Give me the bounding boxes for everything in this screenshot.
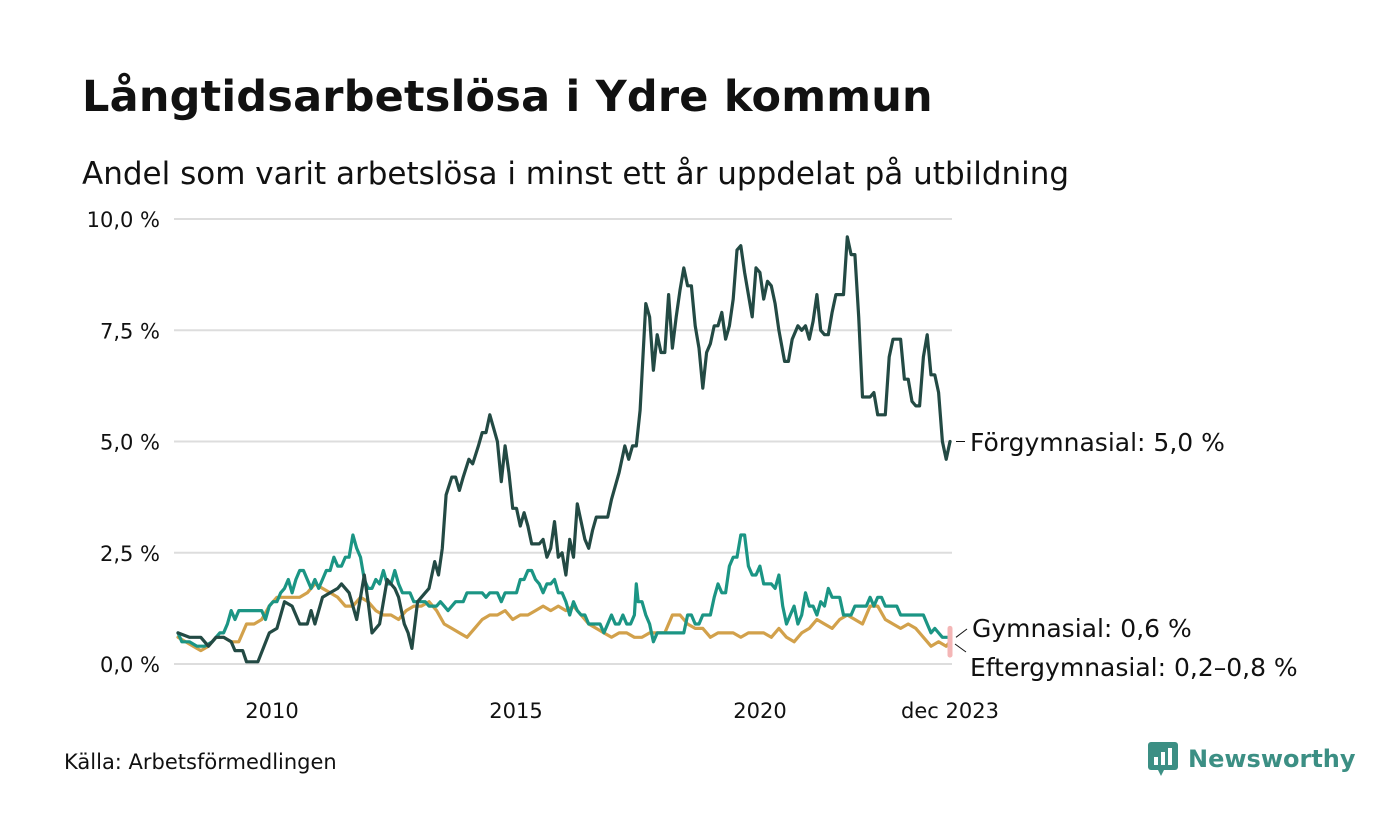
x-tick-label: 2010: [245, 699, 298, 723]
chart-title: Långtidsarbetslösa i Ydre kommun: [82, 72, 933, 122]
x-tick-label: dec 2023: [901, 699, 999, 723]
y-tick-label: 7,5 %: [100, 319, 160, 343]
series-end-labels: Förgymnasial: 5,0 % Gymnasial: 0,6 % Efter…: [954, 428, 1298, 682]
end-label-eftergymnasial: Eftergymnasial: 0,2–0,8 %: [970, 653, 1298, 682]
y-tick-label: 5,0 %: [100, 431, 160, 455]
series-line-forgymnasial: [176, 235, 952, 664]
brand-logo: Newsworthy: [1148, 742, 1356, 776]
series-lines: [176, 235, 953, 664]
leader-line: [955, 628, 968, 638]
x-tick-label: 2015: [489, 699, 542, 723]
brand-name: Newsworthy: [1188, 745, 1356, 773]
y-tick-label: 0,0 %: [100, 653, 160, 677]
newsworthy-icon: [1148, 742, 1178, 776]
y-tick-label: 10,0 %: [87, 208, 160, 232]
series-line-gymnasial: [176, 533, 952, 648]
end-label-forgymnasial: Förgymnasial: 5,0 %: [970, 428, 1225, 457]
chart-subtitle: Andel som varit arbetslösa i minst ett å…: [82, 156, 1070, 192]
source-note: Källa: Arbetsförmedlingen: [64, 750, 337, 774]
leader-line: [954, 643, 967, 653]
y-axis-tick-labels: 0,0 % 2,5 % 5,0 % 7,5 % 10,0 %: [87, 208, 160, 677]
series-line-eftergymnasial: [176, 582, 952, 653]
end-label-gymnasial: Gymnasial: 0,6 %: [972, 614, 1192, 643]
x-axis-tick-labels: 2010 2015 2020 dec 2023: [245, 699, 999, 723]
x-tick-label: 2020: [733, 699, 786, 723]
y-tick-label: 2,5 %: [100, 542, 160, 566]
